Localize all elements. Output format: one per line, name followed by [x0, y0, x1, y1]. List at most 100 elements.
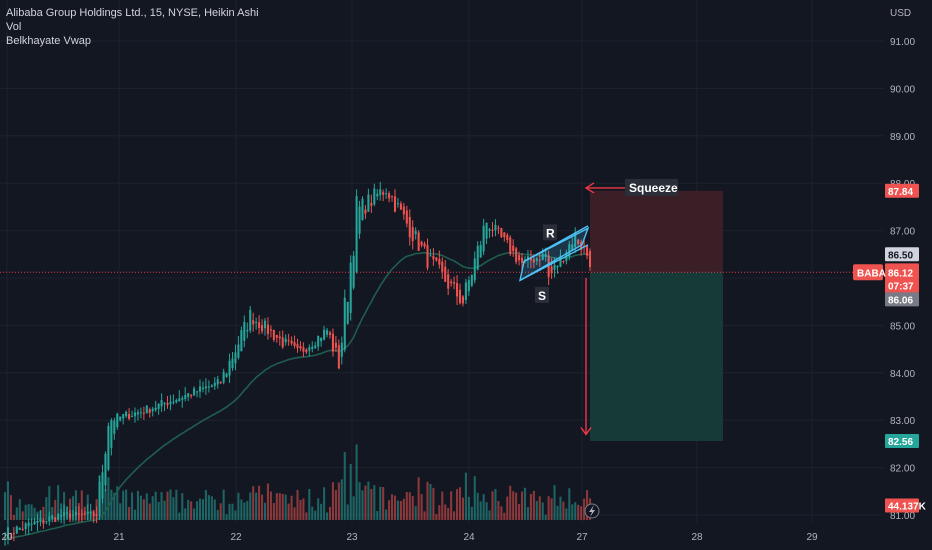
volume-bar	[110, 489, 113, 520]
volume-bar	[128, 507, 131, 520]
volume-bar	[461, 497, 464, 520]
candle-body	[532, 259, 535, 263]
candle-body	[187, 393, 190, 398]
volume-bar	[299, 500, 302, 520]
volume-bar	[219, 503, 222, 520]
candle-body	[275, 334, 278, 338]
volume-bar	[521, 491, 524, 520]
volume-bar	[204, 490, 207, 520]
candle-body	[142, 412, 145, 414]
volume-bar	[456, 489, 459, 520]
volume-bar	[51, 507, 54, 520]
volume-bar	[370, 488, 373, 520]
candle-body	[376, 193, 379, 197]
y-tick-label: 82.00	[890, 464, 915, 475]
symbol-tag-box	[853, 264, 883, 281]
volume-bar	[163, 500, 166, 520]
volume-bar	[231, 503, 234, 520]
candle-body	[432, 255, 435, 260]
volume-bar	[27, 504, 30, 520]
volume-bar	[258, 485, 261, 520]
candle-body	[6, 527, 9, 539]
candle-body	[408, 216, 411, 238]
candle-body	[349, 262, 352, 313]
time-axis[interactable]: 20 21 22 23 24 27 28 29	[1, 532, 818, 543]
candle-body	[196, 391, 199, 393]
volume-bar	[190, 501, 193, 520]
candle-body	[346, 301, 349, 324]
candle-body	[535, 258, 538, 261]
volume-bar	[355, 444, 358, 520]
candle-body	[529, 258, 532, 261]
candle-body	[184, 395, 187, 399]
candle-body	[219, 381, 222, 384]
candle-body	[435, 257, 438, 261]
candle-body	[175, 399, 178, 403]
volume-bar	[556, 505, 559, 520]
candle-body	[337, 345, 340, 369]
volume-bar	[240, 499, 243, 520]
price-tag-box	[885, 265, 919, 280]
y-tick-label: 81.00	[890, 511, 915, 522]
candle-body	[485, 222, 488, 239]
lightning-icon-glyph	[589, 505, 595, 517]
volume-bar	[154, 491, 157, 520]
candle-body	[500, 227, 503, 238]
candle-body	[3, 538, 7, 540]
candle-body	[453, 282, 456, 284]
volume-bar	[54, 499, 57, 520]
volume-bar	[122, 490, 125, 520]
volume-bar	[21, 511, 24, 520]
vwap-indicator-label[interactable]: Belkhayate Vwap	[6, 35, 91, 47]
candle-body	[314, 345, 317, 348]
candle-body	[355, 195, 358, 272]
volume-bar	[361, 490, 364, 520]
candle-body	[77, 513, 80, 515]
candle-body	[86, 511, 89, 515]
volume-bar	[181, 493, 184, 520]
candle-body	[107, 425, 110, 470]
candle-body	[450, 281, 453, 284]
candle-body	[252, 320, 255, 325]
volume-bar	[526, 507, 529, 520]
price-tag-label: 86.12	[888, 268, 913, 279]
volume-bar	[12, 514, 15, 520]
price-tag-label: 86.06	[888, 295, 913, 306]
volume-bar	[571, 504, 574, 520]
candle-body	[243, 322, 246, 341]
volume-bar	[216, 509, 219, 520]
volume-bar	[213, 499, 216, 520]
volume-bar	[405, 492, 408, 520]
candle-body	[429, 255, 432, 257]
volume-bar	[349, 463, 352, 520]
volume-indicator-label[interactable]: Vol	[6, 21, 22, 33]
y-tick-label: 85.00	[890, 321, 915, 332]
volume-bar	[532, 490, 535, 520]
candle-body	[172, 401, 175, 403]
price-tag-box	[885, 278, 919, 293]
candle-body	[54, 517, 57, 522]
candle-body	[559, 255, 562, 267]
candle-body	[405, 210, 408, 224]
candle-body	[281, 337, 284, 348]
candle-body	[113, 420, 116, 434]
candle-body	[494, 224, 497, 231]
candle-body	[470, 275, 473, 286]
x-tick-label: 20	[1, 532, 13, 543]
volume-bar	[252, 486, 255, 520]
volume-bar	[166, 491, 169, 520]
resistance-label: R	[546, 226, 555, 240]
candle-body	[139, 412, 142, 414]
candle-body	[60, 515, 63, 517]
volume-bar	[308, 488, 311, 520]
candle-body	[160, 400, 163, 407]
volume-bar	[343, 452, 346, 520]
candle-body	[290, 340, 293, 344]
candle-body	[506, 234, 509, 241]
candle-body	[272, 329, 275, 340]
candle-body	[63, 511, 66, 517]
y-tick-label: 91.00	[890, 37, 915, 48]
symbol-title[interactable]: Alibaba Group Holdings Ltd., 15, NYSE, H…	[6, 7, 259, 19]
